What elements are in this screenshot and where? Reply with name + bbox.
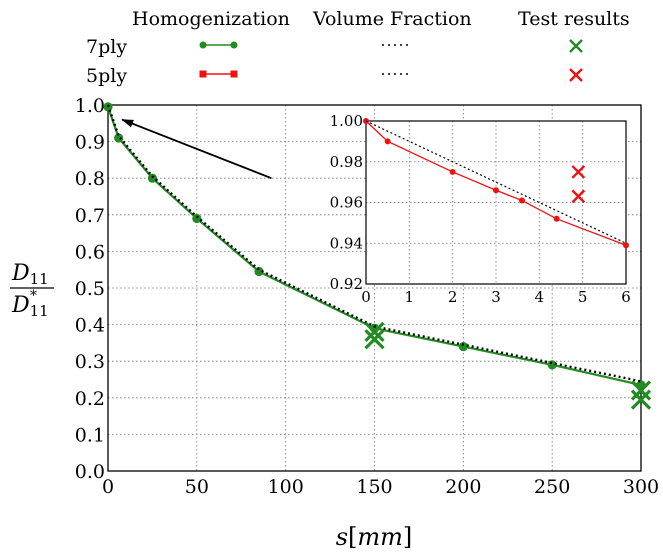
legend-test-result-marker-7ply-stroke-b — [569, 39, 583, 53]
main-y-tick-label: 0.5 — [75, 278, 105, 300]
inset-series-homogenization-point — [519, 197, 525, 204]
inset-series-homogenization-point — [493, 187, 499, 194]
inset-test-result-marker — [571, 189, 586, 204]
main-series-homogenization-point — [458, 341, 468, 352]
main-x-tick-label: 250 — [534, 476, 570, 498]
main-x-tick-label: 0 — [102, 476, 114, 498]
legend-homogenization-marker-7ply — [199, 41, 207, 49]
main-y-tick-label: 0.8 — [75, 168, 105, 190]
legend-test-result-marker-5ply-stroke-b — [569, 68, 583, 82]
inset-test-result-marker-stroke-b — [571, 165, 586, 179]
main-y-tick-label: 0.0 — [75, 461, 105, 483]
main-x-tick-label: 50 — [185, 476, 209, 498]
inset-y-tick-label: 0.96 — [330, 194, 363, 212]
main-series-homogenization-point — [192, 213, 202, 224]
y-label-numerator-sub: 11 — [30, 270, 49, 288]
legend-symbols — [199, 39, 583, 82]
legend-test-result-marker-5ply — [569, 68, 583, 82]
main-tick-labels: 0 50 100 150 200 250 3000.00.10.20.30.40.50.60… — [75, 95, 659, 498]
main-x-tick-label: 200 — [445, 476, 481, 498]
inset-y-tick-label: 0.94 — [330, 234, 363, 252]
legend-homogenization-marker-5ply — [199, 70, 207, 78]
main-test-result-marker-stroke-b — [364, 329, 385, 350]
inset-grid — [366, 121, 626, 284]
main-y-tick-label: 0.4 — [75, 315, 105, 337]
main-y-tick-label: 0.9 — [75, 132, 105, 154]
main-y-tick-label: 0.6 — [75, 241, 105, 263]
inset-y-tick-label: 0.92 — [330, 275, 363, 293]
y-label-denominator-sup: * — [30, 288, 37, 304]
inset-x-tick-label: 4 — [535, 288, 545, 306]
legend-label-5ply: 5ply — [86, 65, 127, 87]
main-y-tick-label: 0.2 — [75, 388, 105, 410]
main-y-tick-label: 0.1 — [75, 424, 105, 446]
legend-header-test-results: Test results — [518, 8, 630, 30]
inset-x-tick-label: 3 — [491, 288, 501, 306]
inset-tick-labels: 0 1 2 3 4 5 6 0.92 0.94 0.96 0.98 1.00 — [330, 112, 631, 306]
main-series-volume-fraction-line — [106, 104, 642, 383]
main-test-result-marker — [364, 321, 385, 343]
legend-homogenization-marker-5ply — [230, 70, 238, 78]
main-series-homogenization-point — [114, 133, 124, 143]
main-test-result-marker — [630, 389, 652, 410]
y-label-denominator: D — [11, 293, 30, 318]
legend-test-result-marker-7ply — [569, 39, 583, 53]
y-axis-label: D11 D11 * — [10, 261, 54, 320]
main-y-tick-label: 0.3 — [75, 351, 105, 373]
inset-series-homogenization-point — [449, 168, 456, 175]
inset-plot: 0 1 2 3 4 5 6 0.92 0.94 0.96 0.98 1.00 — [330, 112, 631, 306]
main-test-result-marker — [630, 380, 652, 401]
inset-series-volume-fraction-line — [365, 120, 627, 244]
inset-test-result-marker-stroke-b — [571, 189, 586, 204]
main-test-result-marker-stroke-b — [630, 389, 652, 410]
main-test-result-marker-stroke-b — [364, 321, 385, 343]
inset-x-tick-label: 1 — [405, 288, 415, 306]
inset-plot-frame — [365, 120, 627, 285]
main-series-homogenization-point — [147, 173, 158, 183]
inset-series-homogenization-point — [623, 242, 629, 249]
inset-series-homogenization-point — [384, 138, 391, 145]
inset-x-tick-label: 5 — [578, 288, 588, 306]
y-label-numerator: D — [11, 261, 30, 286]
legend-homogenization-marker-7ply — [230, 41, 238, 49]
legend-label-7ply: 7ply — [86, 36, 127, 58]
y-label-denominator-sub: 11 — [30, 302, 49, 320]
x-axis-label-unit: mm — [357, 523, 403, 551]
main-x-tick-label: 150 — [356, 476, 392, 498]
x-axis-label-var: s — [336, 523, 348, 551]
inset-series — [363, 118, 629, 249]
main-test-result-marker — [364, 329, 385, 350]
inset-x-tick-label: 0 — [361, 288, 371, 306]
annotation-arrow — [121, 118, 272, 180]
main-y-tick-label: 1.0 — [75, 95, 105, 117]
legend-header-volume-fraction: Volume Fraction — [312, 8, 472, 30]
inset-y-tick-label: 1.00 — [330, 112, 363, 130]
legend-header-homogenization: Homogenization — [132, 8, 290, 30]
main-series-homogenization-point — [547, 360, 557, 370]
inset-series-homogenization-point — [553, 215, 560, 222]
main-series — [103, 102, 652, 410]
inset-x-tick-label: 6 — [621, 288, 631, 306]
main-x-tick-label: 100 — [268, 476, 304, 498]
main-x-tick-label: 300 — [623, 476, 659, 498]
inset-x-tick-label: 2 — [448, 288, 458, 306]
main-test-result-marker-stroke-b — [630, 380, 652, 401]
legend: Homogenization Volume Fraction Test resu… — [86, 8, 630, 87]
svg-text:s[mm]: s[mm] — [336, 523, 413, 551]
inset-y-tick-label: 0.98 — [330, 153, 363, 171]
main-y-tick-label: 0.7 — [75, 205, 105, 227]
svg-text:D11: D11 — [11, 261, 49, 288]
main-plot-frame — [107, 104, 642, 472]
inset-test-result-marker — [571, 165, 586, 179]
svg-text:D11: D11 — [11, 293, 49, 320]
x-axis-label: s[mm] — [336, 523, 413, 551]
